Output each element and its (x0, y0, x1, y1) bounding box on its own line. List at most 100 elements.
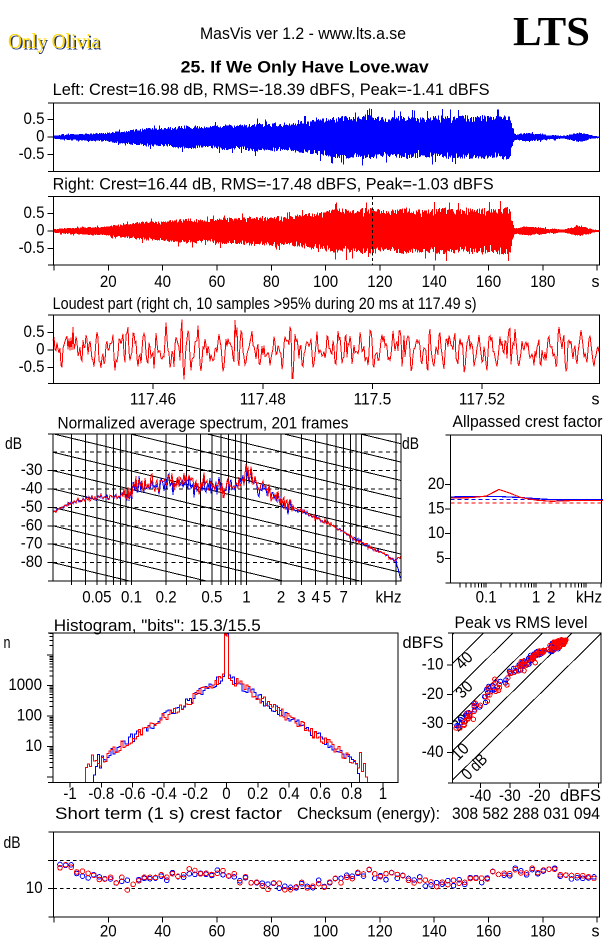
svg-text:100: 100 (17, 706, 42, 724)
svg-text:100: 100 (313, 923, 338, 941)
svg-text:10: 10 (428, 524, 445, 542)
svg-text:160: 160 (476, 273, 501, 291)
svg-text:180: 180 (530, 273, 555, 291)
svg-text:-0.5: -0.5 (19, 239, 45, 257)
svg-text:117.48: 117.48 (240, 391, 286, 409)
svg-text:-1: -1 (63, 785, 76, 803)
svg-text:-40: -40 (422, 743, 444, 761)
svg-text:60: 60 (209, 273, 226, 291)
svg-text:-60: -60 (21, 516, 43, 534)
svg-text:0: 0 (222, 785, 230, 803)
svg-text:40: 40 (154, 273, 171, 291)
svg-text:s: s (592, 923, 600, 941)
svg-text:117.52: 117.52 (459, 391, 505, 409)
svg-text:-30: -30 (422, 714, 444, 732)
svg-text:Allpassed crest factor: Allpassed crest factor (453, 413, 603, 431)
svg-text:140: 140 (422, 923, 447, 941)
svg-text:60: 60 (209, 923, 226, 941)
svg-text:-40: -40 (21, 480, 43, 498)
svg-text:140: 140 (422, 273, 447, 291)
svg-text:120: 120 (367, 923, 392, 941)
svg-text:80: 80 (263, 923, 280, 941)
svg-text:0: 0 (36, 128, 44, 146)
svg-text:1: 1 (532, 589, 540, 607)
svg-text:1000: 1000 (8, 676, 42, 694)
svg-text:dBFS: dBFS (560, 787, 601, 805)
svg-text:0.6: 0.6 (310, 785, 331, 803)
svg-text:LTS: LTS (513, 8, 590, 54)
svg-text:s: s (592, 391, 600, 409)
svg-text:kHz: kHz (376, 589, 402, 607)
svg-text:Peak vs RMS level: Peak vs RMS level (455, 614, 588, 632)
svg-text:kHz: kHz (576, 589, 602, 607)
svg-text:Short term (1 s) crest factor: Short term (1 s) crest factor (55, 805, 283, 823)
svg-text:10: 10 (25, 737, 42, 755)
svg-text:20: 20 (100, 923, 117, 941)
svg-text:0.5: 0.5 (201, 589, 222, 607)
svg-text:dB: dB (402, 435, 419, 453)
svg-text:5: 5 (323, 589, 331, 607)
svg-text:2: 2 (547, 589, 555, 607)
svg-text:-50: -50 (21, 498, 43, 516)
svg-text:20: 20 (100, 273, 117, 291)
svg-text:-10: -10 (422, 656, 444, 674)
svg-text:Checksum (energy):: Checksum (energy): (297, 805, 440, 823)
svg-text:4: 4 (312, 589, 320, 607)
svg-text:0.2: 0.2 (247, 785, 268, 803)
svg-text:-0.5: -0.5 (19, 358, 45, 376)
svg-text:-0.6: -0.6 (120, 785, 146, 803)
svg-text:dBFS: dBFS (403, 634, 444, 652)
svg-text:-20: -20 (422, 685, 444, 703)
svg-text:1: 1 (242, 589, 250, 607)
svg-text:0.1: 0.1 (476, 589, 497, 607)
svg-text:0.5: 0.5 (24, 110, 45, 128)
svg-text:-20: -20 (529, 787, 551, 805)
svg-text:-0.8: -0.8 (88, 785, 114, 803)
svg-text:Histogram, "bits": 15.3/15.5: Histogram, "bits": 15.3/15.5 (54, 617, 261, 635)
svg-text:s: s (592, 273, 600, 291)
svg-text:0.8: 0.8 (341, 785, 362, 803)
svg-text:1: 1 (379, 785, 387, 803)
svg-text:dB: dB (4, 834, 21, 852)
svg-text:0.5: 0.5 (24, 323, 45, 341)
svg-text:-30: -30 (21, 461, 43, 479)
svg-text:0: 0 (36, 341, 44, 359)
svg-text:Only Olivia: Only Olivia (8, 29, 101, 53)
svg-text:-40: -40 (470, 787, 492, 805)
svg-text:-70: -70 (21, 535, 43, 553)
svg-text:3: 3 (297, 589, 305, 607)
svg-text:0.1: 0.1 (121, 589, 142, 607)
svg-text:15: 15 (428, 500, 445, 518)
svg-text:0.4: 0.4 (279, 785, 300, 803)
svg-text:7: 7 (340, 589, 348, 607)
svg-text:25. If We Only Have Love.wav: 25. If We Only Have Love.wav (181, 59, 430, 77)
svg-text:180: 180 (530, 923, 555, 941)
svg-text:308 582 288 031 094: 308 582 288 031 094 (452, 805, 600, 823)
svg-text:0.5: 0.5 (24, 204, 45, 222)
svg-text:10: 10 (26, 879, 43, 897)
svg-text:2: 2 (277, 589, 285, 607)
svg-text:MasVis ver 1.2 - www.lts.a.se: MasVis ver 1.2 - www.lts.a.se (200, 25, 406, 43)
svg-text:n: n (4, 634, 11, 652)
svg-text:20: 20 (428, 475, 445, 493)
svg-text:0.2: 0.2 (156, 589, 177, 607)
svg-text:dB: dB (5, 435, 22, 453)
svg-text:Right: Crest=16.44 dB, RMS=-17: Right: Crest=16.44 dB, RMS=-17.48 dBFS, … (53, 175, 494, 193)
svg-text:-30: -30 (499, 787, 521, 805)
svg-text:5: 5 (436, 549, 444, 567)
svg-text:120: 120 (367, 273, 392, 291)
svg-text:Left: Crest=16.98 dB, RMS=-18.: Left: Crest=16.98 dB, RMS=-18.39 dBFS, P… (53, 81, 490, 99)
svg-text:117.5: 117.5 (354, 391, 392, 409)
svg-text:160: 160 (476, 923, 501, 941)
svg-text:117.46: 117.46 (130, 391, 176, 409)
svg-text:-0.2: -0.2 (182, 785, 208, 803)
svg-text:80: 80 (263, 273, 280, 291)
svg-text:40: 40 (154, 923, 171, 941)
svg-text:0.05: 0.05 (82, 589, 111, 607)
svg-text:Only Olivia: Only Olivia (10, 31, 103, 55)
svg-text:-80: -80 (21, 553, 43, 571)
svg-text:0: 0 (36, 222, 44, 240)
svg-text:-0.4: -0.4 (151, 785, 177, 803)
svg-text:Loudest part (right ch, 10 sam: Loudest part (right ch, 10 samples >95% … (53, 295, 477, 313)
svg-text:Normalized average spectrum, 2: Normalized average spectrum, 201 frames (58, 414, 349, 432)
